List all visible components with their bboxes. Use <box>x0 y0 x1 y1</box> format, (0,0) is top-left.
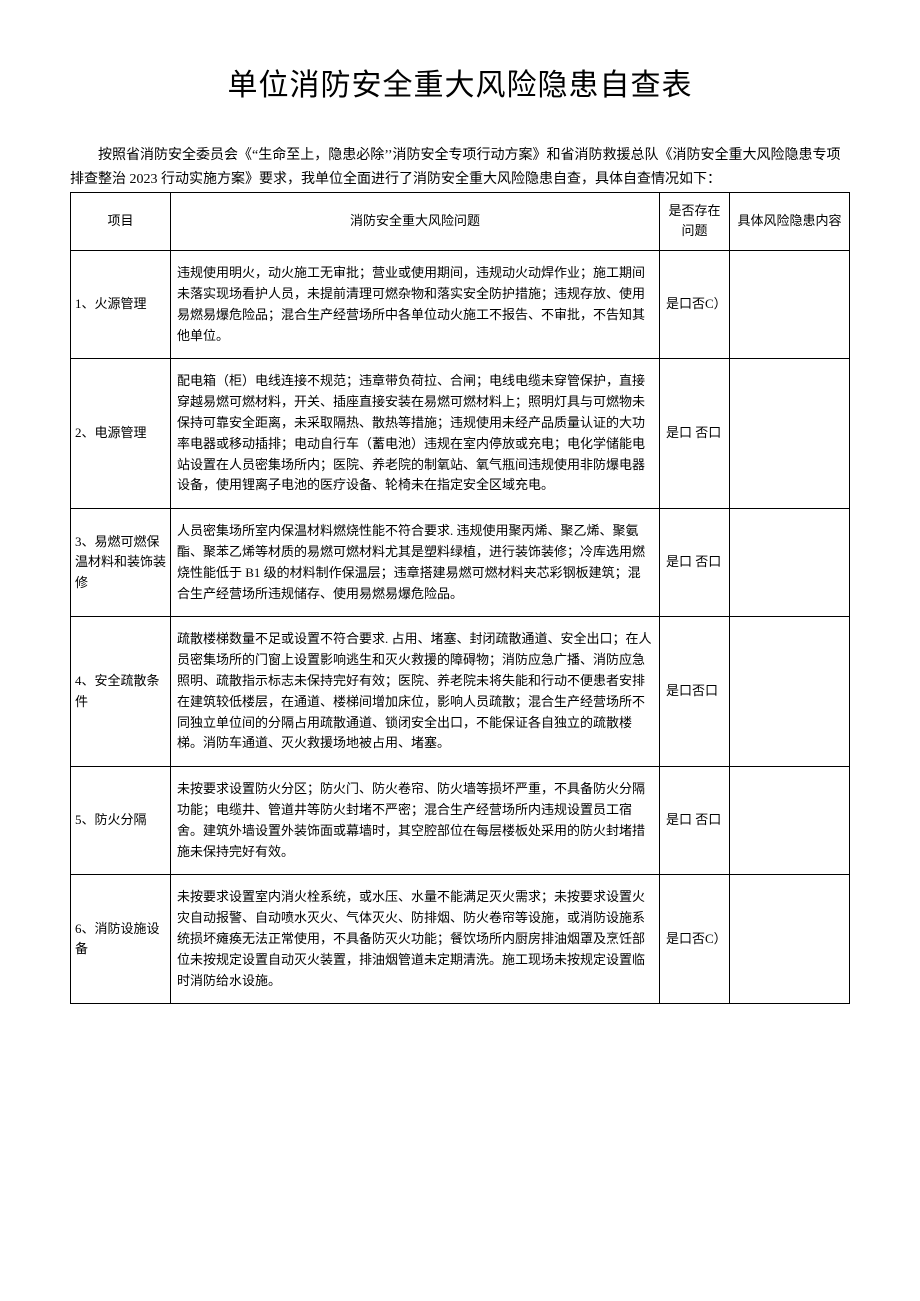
cell-exists: 是口否口 <box>660 617 730 767</box>
cell-project: 2、电源管理 <box>71 359 171 509</box>
page-title: 单位消防安全重大风险隐患自查表 <box>70 60 850 104</box>
header-project: 项目 <box>71 192 171 251</box>
cell-detail <box>730 251 850 359</box>
cell-exists: 是口 否口 <box>660 359 730 509</box>
cell-problem: 未按要求设置室内消火栓系统，或水压、水量不能满足灭火需求；未按要求设置火灾自动报… <box>171 875 660 1004</box>
table-row: 1、火源管理违规使用明火，动火施工无审批；营业或使用期间，违规动火动焊作业；施工… <box>71 251 850 359</box>
header-exists: 是否存在问题 <box>660 192 730 251</box>
checklist-table: 项目 消防安全重大风险问题 是否存在问题 具体风险隐患内容 1、火源管理违规使用… <box>70 192 850 1005</box>
table-row: 4、安全疏散条件疏散楼梯数量不足或设置不符合要求. 占用、堵塞、封闭疏散通道、安… <box>71 617 850 767</box>
cell-detail <box>730 875 850 1004</box>
header-problem: 消防安全重大风险问题 <box>171 192 660 251</box>
table-row: 5、防火分隔未按要求设置防火分区；防火门、防火卷帘、防火墙等损坏严重，不具备防火… <box>71 767 850 875</box>
cell-problem: 疏散楼梯数量不足或设置不符合要求. 占用、堵塞、封闭疏散通道、安全出口；在人员密… <box>171 617 660 767</box>
cell-exists: 是口否C） <box>660 251 730 359</box>
cell-problem: 人员密集场所室内保温材料燃烧性能不符合要求. 违规使用聚丙烯、聚乙烯、聚氨酯、聚… <box>171 509 660 617</box>
cell-detail <box>730 617 850 767</box>
table-row: 6、消防设施设备未按要求设置室内消火栓系统，或水压、水量不能满足灭火需求；未按要… <box>71 875 850 1004</box>
cell-problem: 未按要求设置防火分区；防火门、防火卷帘、防火墙等损坏严重，不具备防火分隔功能；电… <box>171 767 660 875</box>
intro-paragraph: 按照省消防安全委员会《“生命至上，隐患必除’’消防安全专项行动方案》和省消防救援… <box>70 144 850 192</box>
cell-detail <box>730 509 850 617</box>
cell-project: 1、火源管理 <box>71 251 171 359</box>
cell-problem: 配电箱（柜）电线连接不规范；违章带负荷拉、合闸；电线电缆未穿管保护，直接穿越易燃… <box>171 359 660 509</box>
cell-detail <box>730 359 850 509</box>
cell-problem: 违规使用明火，动火施工无审批；营业或使用期间，违规动火动焊作业；施工期间未落实现… <box>171 251 660 359</box>
cell-detail <box>730 767 850 875</box>
cell-project: 3、易燃可燃保温材料和装饰装修 <box>71 509 171 617</box>
cell-project: 4、安全疏散条件 <box>71 617 171 767</box>
cell-exists: 是口 否口 <box>660 767 730 875</box>
cell-project: 5、防火分隔 <box>71 767 171 875</box>
cell-exists: 是口否C） <box>660 875 730 1004</box>
cell-exists: 是口 否口 <box>660 509 730 617</box>
header-detail: 具体风险隐患内容 <box>730 192 850 251</box>
table-header-row: 项目 消防安全重大风险问题 是否存在问题 具体风险隐患内容 <box>71 192 850 251</box>
table-row: 3、易燃可燃保温材料和装饰装修人员密集场所室内保温材料燃烧性能不符合要求. 违规… <box>71 509 850 617</box>
cell-project: 6、消防设施设备 <box>71 875 171 1004</box>
table-row: 2、电源管理配电箱（柜）电线连接不规范；违章带负荷拉、合闸；电线电缆未穿管保护，… <box>71 359 850 509</box>
